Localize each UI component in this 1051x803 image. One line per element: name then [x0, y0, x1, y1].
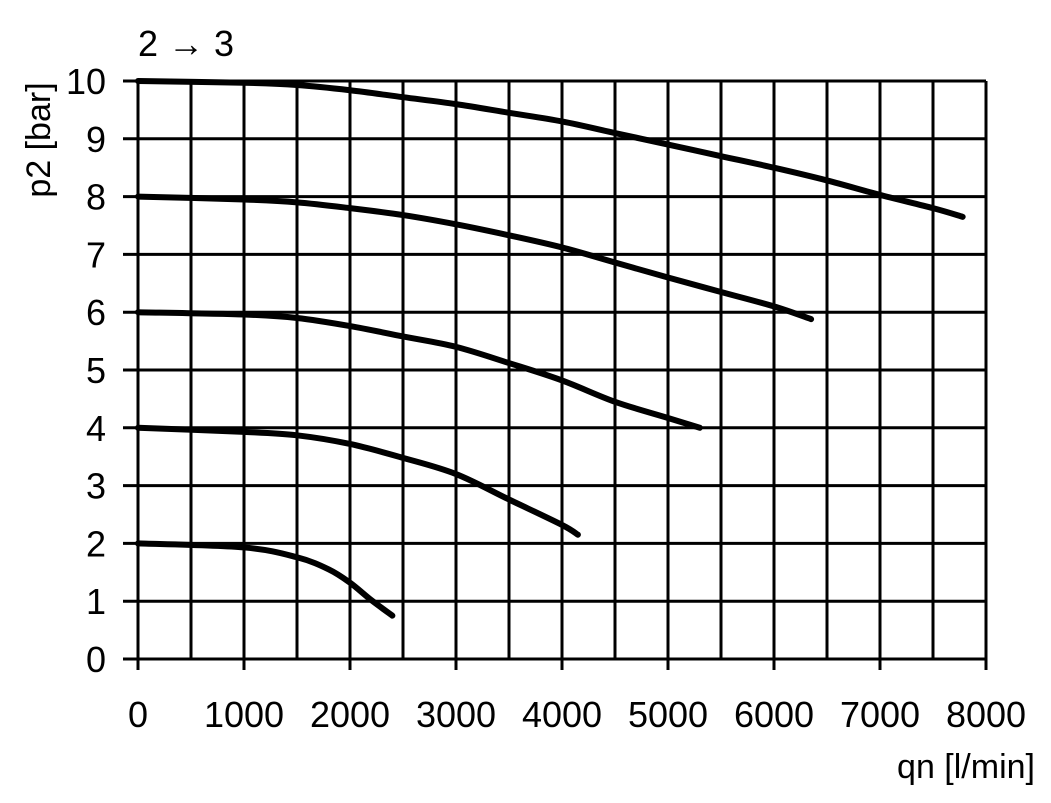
x-tick-label: 6000 — [734, 694, 814, 735]
x-tick-label: 7000 — [840, 694, 920, 735]
y-tick-label: 1 — [86, 581, 106, 622]
series-line-4 — [135, 424, 581, 538]
y-tick-label: 10 — [66, 61, 106, 102]
series-line-1 — [135, 78, 966, 220]
x-tick-label: 5000 — [628, 694, 708, 735]
x-tick-label: 4000 — [522, 694, 602, 735]
y-tick-label: 0 — [86, 639, 106, 680]
x-tick-label: 3000 — [416, 694, 496, 735]
x-tick-label: 0 — [128, 694, 148, 735]
ticks: 0 1000 2000 3000 4000 5000 6000 7000 8000 0 1 2 3 4 5 6… — [66, 61, 1026, 735]
grid — [123, 79, 988, 670]
y-tick-label: 7 — [86, 234, 106, 275]
y-tick-label: 4 — [86, 408, 106, 449]
y-tick-label: 8 — [86, 177, 106, 218]
series-line-5 — [135, 540, 396, 619]
series-line-3 — [135, 309, 703, 431]
y-tick-label: 9 — [86, 119, 106, 160]
y-tick-label: 3 — [86, 466, 106, 507]
x-tick-label: 1000 — [204, 694, 284, 735]
x-tick-label: 8000 — [946, 694, 1026, 735]
y-axis-label: p2 [bar] — [20, 82, 58, 197]
y-tick-label: 5 — [86, 350, 106, 391]
series-line-2 — [135, 193, 815, 323]
x-axis-label: qn [l/min] — [897, 748, 1035, 786]
y-tick-label: 6 — [86, 292, 106, 333]
x-tick-label: 2000 — [310, 694, 390, 735]
y-tick-label: 2 — [86, 523, 106, 564]
chart-title: 2 → 3 — [138, 23, 234, 64]
series-lines — [135, 78, 966, 619]
